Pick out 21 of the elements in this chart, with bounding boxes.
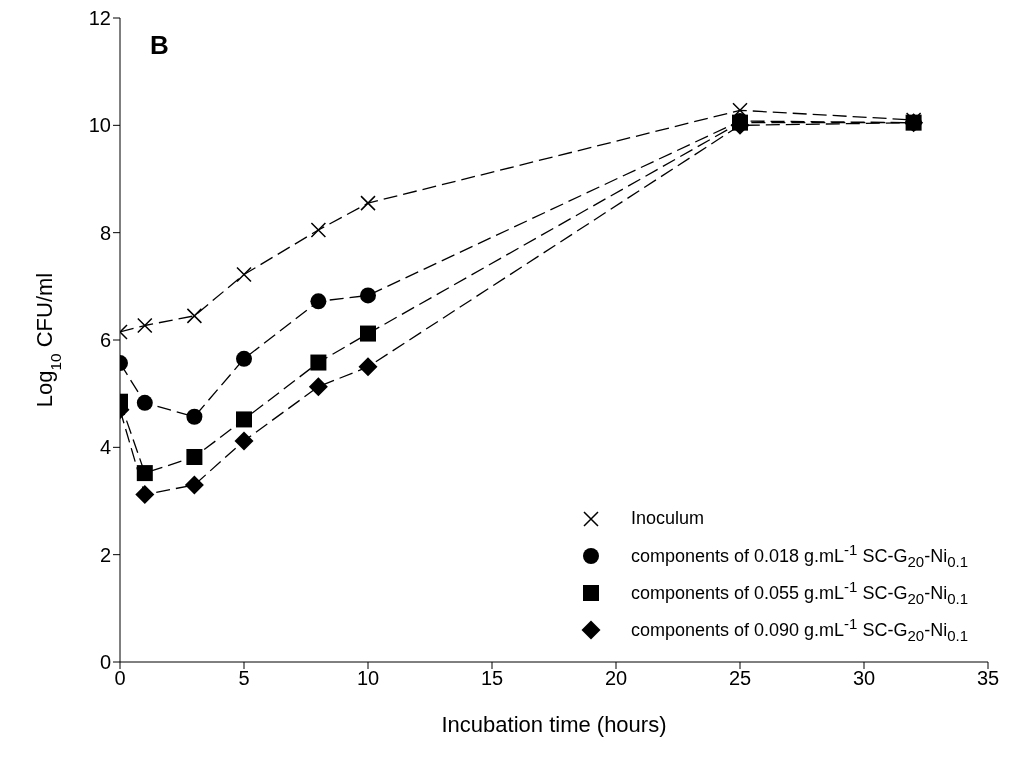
legend-label: components of 0.090 g.mL$^{-1}$ SC-G$_{20}$-Ni$_{0.1}$ <box>630 615 968 644</box>
y-tick-label: 10 <box>88 114 111 137</box>
panel-label: B <box>150 30 169 61</box>
x-tick-label: 15 <box>480 667 504 690</box>
x-tick-label: 35 <box>976 667 1000 690</box>
legend-label: Inoculum <box>630 508 704 529</box>
y-tick-label: 2 <box>99 543 111 566</box>
x-tick-label: 5 <box>238 667 250 690</box>
legend-label: components of 0.018 g.mL$^{-1}$ SC-G$_{20}$-Ni$_{0.1}$ <box>630 541 968 570</box>
x-axis-title: Incubation time (hours) <box>441 712 667 737</box>
x-tick-label: 0 <box>114 667 126 690</box>
x-tick-label: 20 <box>604 667 628 690</box>
y-tick-label: 8 <box>99 221 111 244</box>
x-tick-label: 25 <box>728 667 752 690</box>
x-tick-label: 30 <box>852 667 876 690</box>
legend-label: components of 0.055 g.mL$^{-1}$ SC-G$_{20}$-Ni$_{0.1}$ <box>630 578 968 607</box>
x-tick-label: 10 <box>356 667 380 690</box>
y-tick-label: 4 <box>99 436 111 459</box>
y-tick-label: 6 <box>99 329 111 352</box>
y-tick-label: 12 <box>88 7 111 30</box>
y-tick-label: 0 <box>99 651 111 674</box>
